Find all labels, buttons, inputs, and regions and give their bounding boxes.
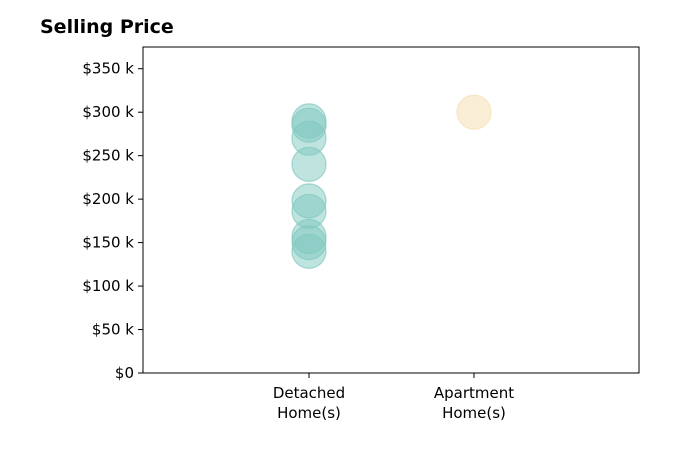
y-tick-label: $50 k	[92, 321, 134, 339]
data-points	[291, 94, 492, 269]
y-axis: $0 $50 k $100 k $150 k $200 k $250 k $300 k $35…	[82, 60, 143, 382]
y-tick-label: $150 k	[82, 234, 134, 252]
y-tick-label: $300 k	[82, 103, 134, 121]
x-axis: Detached Home(s) Apartment Home(s)	[273, 373, 514, 422]
x-tick-label: Detached	[273, 384, 345, 402]
x-tick-label: Home(s)	[442, 404, 506, 422]
chart-title: Selling Price	[40, 16, 174, 38]
plot-frame	[142, 46, 640, 374]
data-point	[291, 233, 327, 269]
data-point	[291, 146, 327, 182]
x-tick-label: Apartment	[434, 384, 514, 402]
y-tick-label: $250 k	[82, 147, 134, 165]
y-tick-label: $100 k	[82, 277, 134, 295]
data-point	[456, 94, 492, 130]
y-tick-label: $0	[115, 364, 134, 382]
y-tick-label: $200 k	[82, 190, 134, 208]
x-tick-label: Home(s)	[277, 404, 341, 422]
y-tick-label: $350 k	[82, 60, 134, 78]
